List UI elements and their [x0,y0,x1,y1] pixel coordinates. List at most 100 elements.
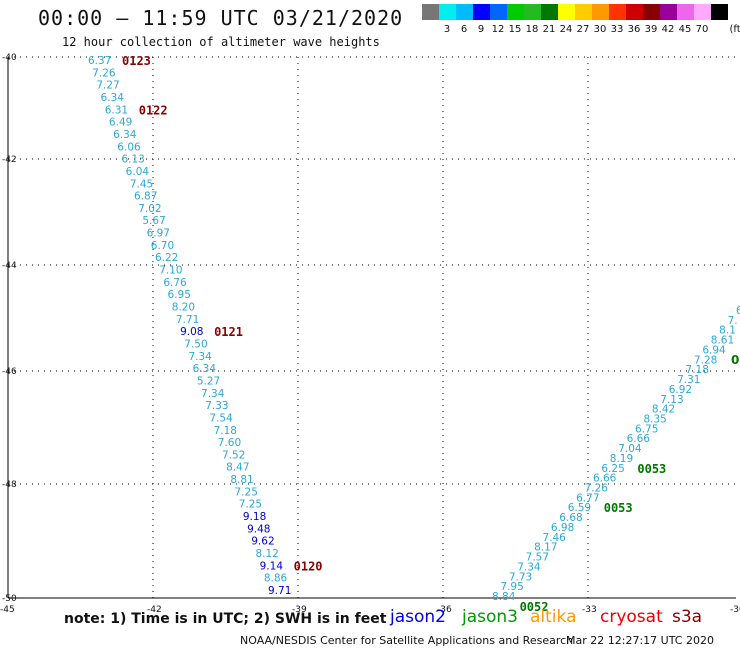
legend-swatch-label: 45 [678,24,692,35]
satellite-label-jason2: jason2 [390,607,446,627]
legend-swatch-label: 3 [443,24,451,35]
satellite-label-cryosat: cryosat [600,607,663,627]
swh-value-label: 7.25 [235,486,258,498]
latitude-label: -42 [2,155,17,165]
swh-value-label: 8.47 [226,462,249,474]
longitude-label: -30 [730,605,740,615]
swh-value-label: 6.34 [193,363,217,375]
legend-swatch [558,4,575,20]
swh-value-label: 6.06 [117,141,141,153]
swh-value-label: 6.76 [163,277,187,289]
swh-value-label: 6.66 [627,433,651,445]
swh-value-label: 8.17 [534,542,557,554]
legend-swatch [439,4,456,20]
swh-value-label: 7.10 [159,265,182,277]
swh-value-label: 6.34 [101,92,125,104]
generation-timestamp: Mar 22 12:27:17 UTC 2020 [566,634,714,647]
swh-value-label: 7.27 [96,80,119,92]
legend-swatch-label: 33 [610,24,624,35]
swh-value-label: 6.37 [88,55,111,67]
swh-value-label: 8.1 [719,325,736,337]
swh-value-label: 6.22 [155,252,178,264]
swh-value-label: 9.14 [260,560,284,572]
credit-line: NOAA/NESDIS Center for Satellite Applica… [240,634,574,647]
swh-value-label: 7.52 [222,449,245,461]
swh-value-label: 7.26 [585,483,609,495]
swh-value-label: 9.18 [243,511,266,523]
swh-value-label: 5.67 [142,215,165,227]
longitude-label: -42 [147,605,162,615]
map-title: 00:00 – 11:59 UTC 03/21/2020 [38,6,404,30]
swh-value-label: 8.84 [492,591,516,603]
legend-swatch [473,4,490,20]
legend-swatch [643,4,660,20]
swh-value-label: 6.87 [134,191,157,203]
swh-value-label: 7.25 [239,499,262,511]
swh-value-label: 7.57 [526,552,549,564]
swh-value-label: 7.50 [184,338,207,350]
latitude-label: -50 [2,594,17,604]
legend-swatch [592,4,609,20]
swh-value-label: 7.73 [509,571,532,583]
legend-swatch [694,4,711,20]
swh-value-label: 6.68 [559,512,582,524]
longitude-label: -45 [0,605,15,615]
swh-value-label: 7.02 [138,203,161,215]
swh-value-label: 6.66 [593,473,617,485]
swh-value-label: 9.62 [251,536,274,548]
swh-value-label: 8.12 [255,548,278,560]
map-subtitle: 12 hour collection of altimeter wave hei… [62,35,380,49]
legend-unit: (ft) [729,24,740,35]
legend-swatch-label: 15 [508,24,522,35]
legend-swatch-label: 70 [695,24,709,35]
swh-value-label: 6.97 [147,228,170,240]
legend-swatch-label: 12 [491,24,505,35]
swh-value-label: 8.19 [610,453,633,465]
swh-value-label: 6.75 [635,423,658,435]
swh-value-label: 6.49 [109,117,132,129]
latitude-label: -44 [2,261,17,271]
legend-swatch [490,4,507,20]
legend-swatch-label: 36 [627,24,641,35]
legend-swatch [541,4,558,20]
swh-value-label: 7.71 [176,314,199,326]
track-time-label: 0121 [214,325,243,339]
latitude-label: -48 [2,480,17,490]
legend-swatch [507,4,524,20]
swh-value-label: 6.94 [702,344,726,356]
swh-value-label: 6.34 [113,129,137,141]
legend-swatch [660,4,677,20]
swh-value-label: 7.45 [130,178,153,190]
swh-value-label: 7.31 [677,374,700,386]
swh-value-label: 7.28 [694,354,717,366]
swh-value-label: 6 [736,305,740,317]
legend-swatch-label: 9 [477,24,485,35]
track-time-label: 0122 [139,103,168,117]
swh-value-label: 7.95 [500,581,523,593]
swh-value-label: 8.81 [230,474,253,486]
track-time-label: 0053 [604,501,633,515]
legend-swatch [677,4,694,20]
longitude-label: -36 [437,605,452,615]
track-time-label: 0052 [520,600,549,614]
latitude-label: -40 [2,53,17,63]
legend-swatch [524,4,541,20]
track-time-label: 0123 [122,54,151,68]
satellite-label-altika: altika [530,607,577,627]
track-time-label: 0120 [294,559,323,573]
swh-value-label: 7.18 [214,425,237,437]
swh-value-label: 6.04 [126,166,150,178]
legend-swatch [711,4,728,20]
units-note: note: 1) Time is in UTC; 2) SWH is in fe… [64,611,387,627]
longitude-label: -33 [582,605,597,615]
swh-value-label: 5.27 [197,375,220,387]
satellite-label-s3a: s3a [672,607,703,627]
legend-swatch-label: 18 [525,24,539,35]
swh-value-label: 6.70 [151,240,174,252]
swh-value-label: 9.08 [180,326,203,338]
satellite-label-jason3: jason3 [462,607,518,627]
swh-value-label: 6.25 [601,463,624,475]
legend-swatch [609,4,626,20]
swh-value-label: 6.95 [168,289,191,301]
